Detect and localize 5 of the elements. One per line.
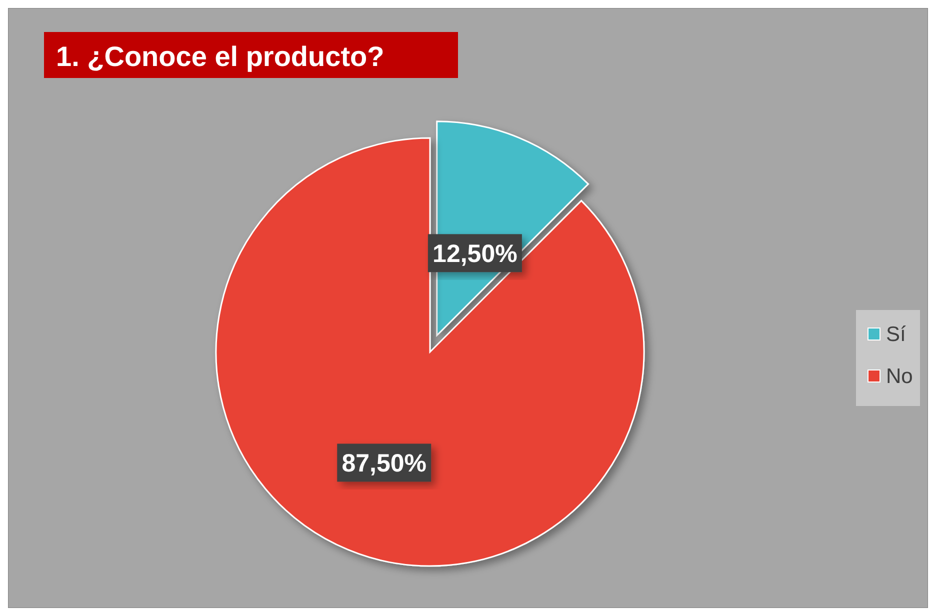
legend-label: Sí	[886, 323, 906, 346]
chart-title: 1. ¿Conoce el producto?	[56, 41, 384, 72]
legend-label: No	[886, 365, 913, 388]
data-label: 87,50%	[342, 450, 427, 478]
data-label: 12,50%	[432, 240, 518, 268]
